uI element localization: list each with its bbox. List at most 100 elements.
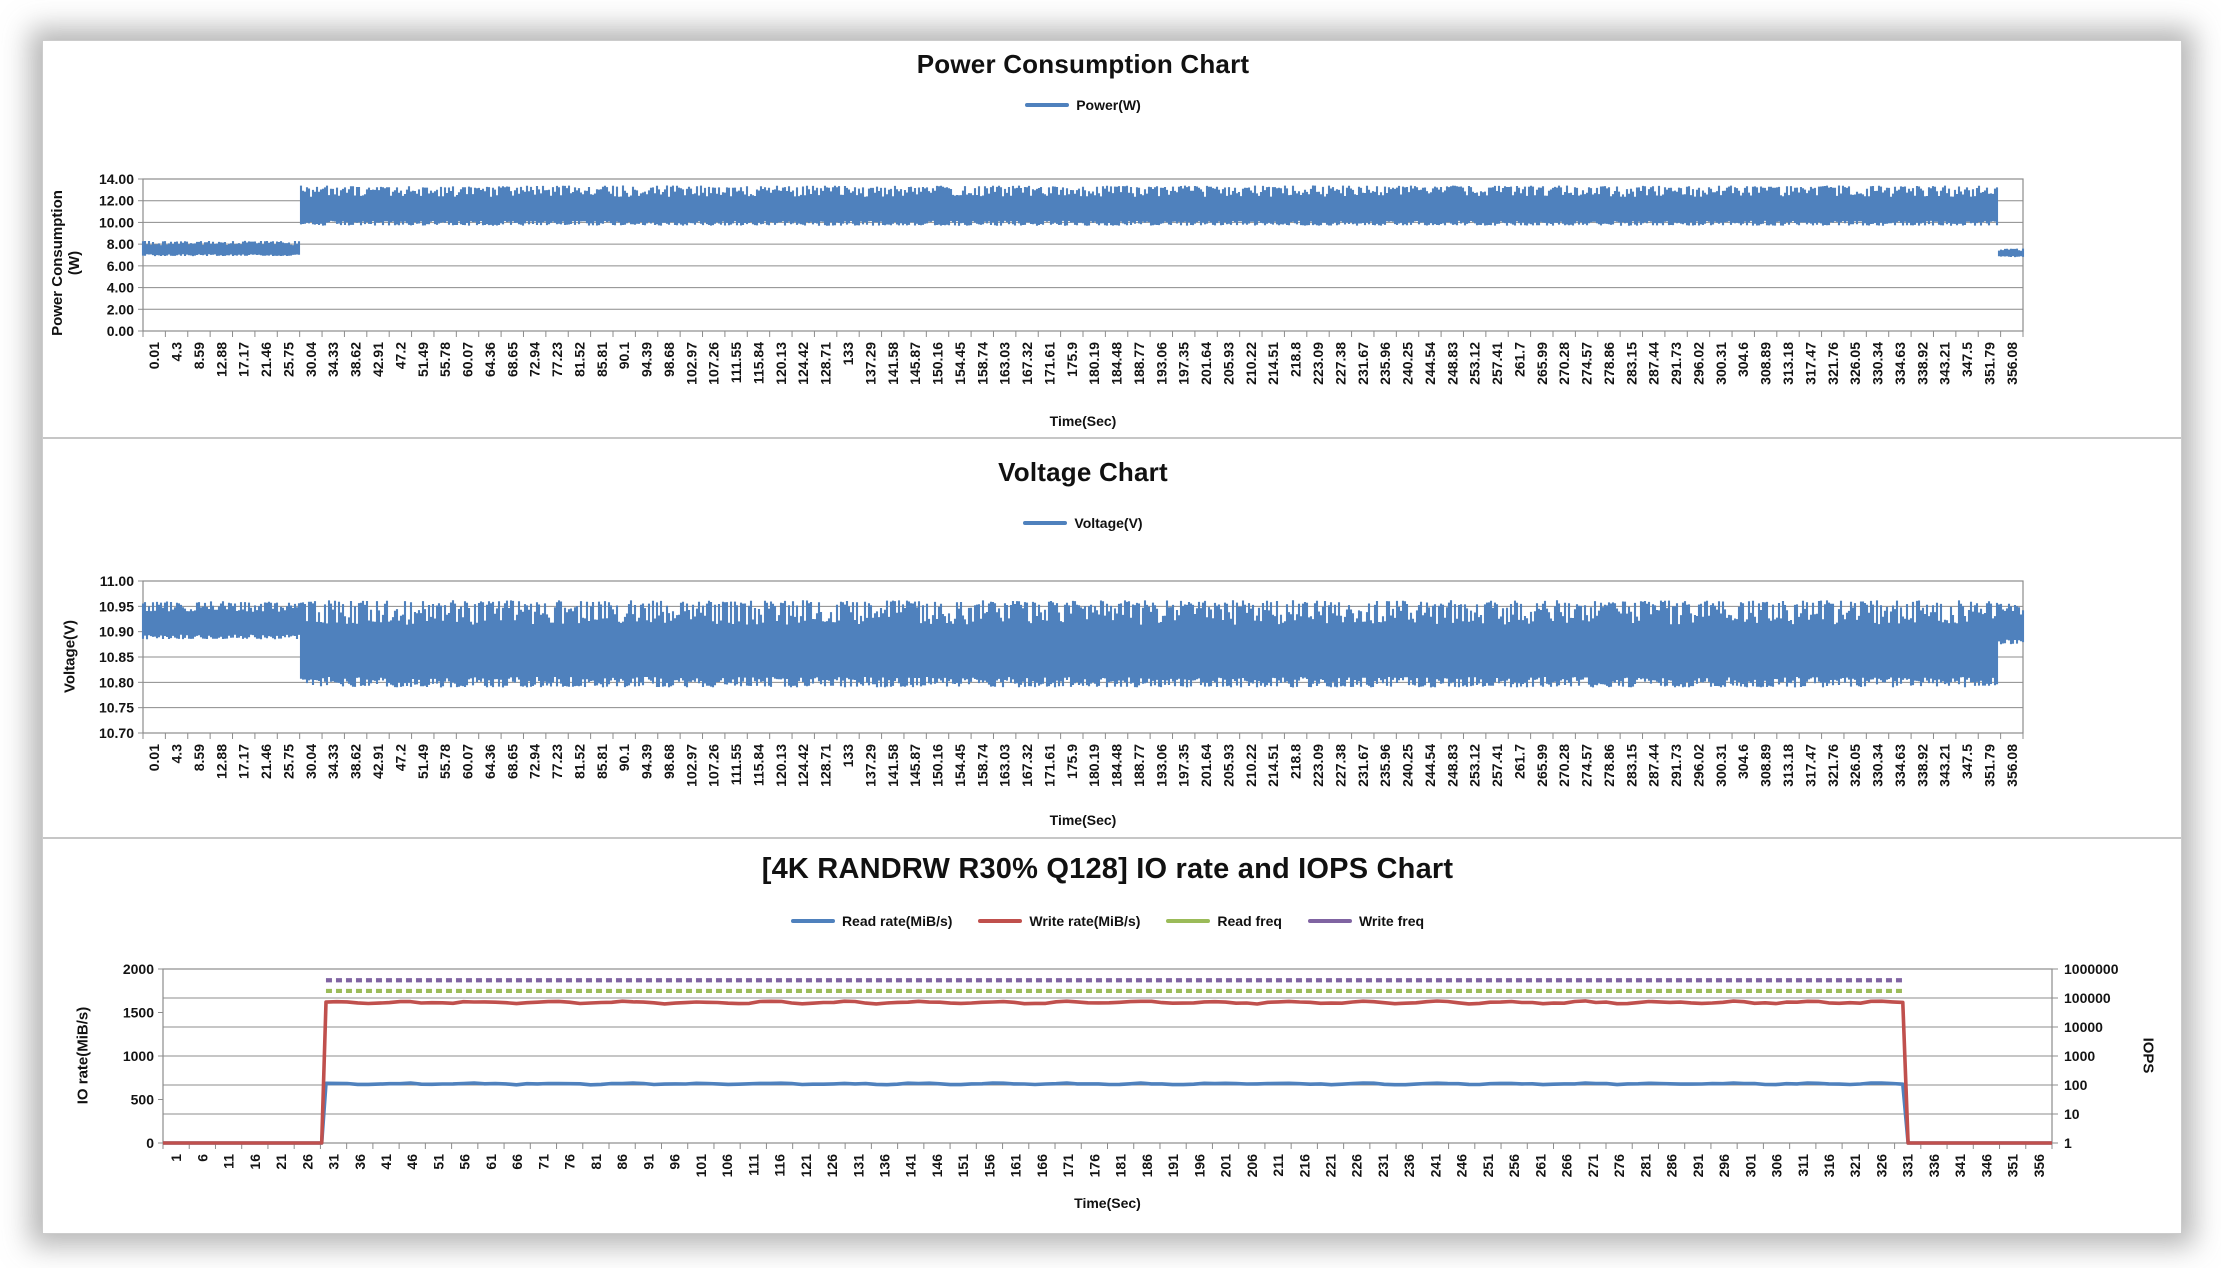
svg-text:10.90: 10.90 (99, 624, 134, 640)
svg-text:287.44: 287.44 (1646, 744, 1662, 787)
svg-text:136: 136 (876, 1154, 892, 1178)
svg-text:85.81: 85.81 (594, 342, 610, 377)
svg-text:216: 216 (1296, 1154, 1312, 1178)
svg-text:102.97: 102.97 (683, 744, 699, 787)
svg-text:90.1: 90.1 (616, 744, 632, 771)
svg-text:25.75: 25.75 (280, 342, 296, 377)
power-series-label: Power(W) (1076, 97, 1141, 113)
svg-text:107.26: 107.26 (706, 744, 722, 787)
svg-text:55.78: 55.78 (437, 744, 453, 779)
svg-text:311: 311 (1795, 1154, 1811, 1177)
svg-text:128.71: 128.71 (818, 342, 834, 385)
svg-text:47.2: 47.2 (392, 744, 408, 771)
svg-text:343.21: 343.21 (1937, 744, 1953, 787)
svg-text:6.00: 6.00 (107, 258, 134, 274)
svg-text:10000: 10000 (2064, 1019, 2103, 1035)
svg-text:11: 11 (221, 1154, 237, 1169)
svg-text:193.06: 193.06 (1153, 744, 1169, 787)
svg-text:115.84: 115.84 (750, 342, 766, 384)
svg-text:308.89: 308.89 (1758, 342, 1774, 385)
io-chart-canvas: 0 500 1000 1500 2000 1 10 100 1000 10000 100000 100… (123, 961, 2119, 1178)
svg-text:150.16: 150.16 (930, 744, 946, 787)
svg-text:0.01: 0.01 (146, 744, 162, 771)
svg-text:321.76: 321.76 (1825, 342, 1841, 385)
svg-text:85.81: 85.81 (594, 744, 610, 779)
svg-text:1000: 1000 (123, 1048, 154, 1064)
svg-text:1000000: 1000000 (2064, 961, 2119, 977)
svg-text:214.51: 214.51 (1265, 342, 1281, 385)
svg-text:163.03: 163.03 (997, 342, 1013, 385)
svg-text:300.31: 300.31 (1713, 744, 1729, 787)
svg-text:10.70: 10.70 (99, 725, 134, 741)
svg-text:304.6: 304.6 (1735, 342, 1751, 377)
svg-text:331: 331 (1900, 1154, 1916, 1178)
svg-text:10.00: 10.00 (99, 214, 134, 230)
svg-text:21: 21 (273, 1154, 289, 1170)
svg-text:270.28: 270.28 (1556, 744, 1572, 787)
svg-text:4.00: 4.00 (107, 280, 134, 296)
svg-text:246: 246 (1454, 1154, 1470, 1178)
io-x-axis-title: Time(Sec) (1074, 1195, 1141, 1211)
svg-text:25.75: 25.75 (280, 744, 296, 779)
svg-text:356.08: 356.08 (2004, 744, 2020, 787)
svg-text:107.26: 107.26 (706, 342, 722, 385)
svg-text:4.3: 4.3 (169, 744, 185, 764)
svg-text:102.97: 102.97 (683, 342, 699, 385)
svg-text:265.99: 265.99 (1534, 342, 1550, 385)
svg-text:34.33: 34.33 (325, 342, 341, 377)
svg-text:111: 111 (745, 1154, 761, 1176)
svg-text:133: 133 (840, 342, 856, 366)
svg-text:351.79: 351.79 (1981, 342, 1997, 385)
read-rate-series-marker (790, 919, 835, 923)
power-chart-panel: Power Consumption Chart Power(W) Power C… (43, 41, 2181, 437)
svg-text:167.32: 167.32 (1019, 744, 1035, 787)
svg-text:133: 133 (840, 744, 856, 768)
svg-text:10.80: 10.80 (99, 674, 134, 690)
svg-text:308.89: 308.89 (1758, 744, 1774, 787)
svg-text:341: 341 (1952, 1154, 1968, 1178)
svg-text:196: 196 (1191, 1154, 1207, 1178)
svg-text:141.58: 141.58 (885, 342, 901, 385)
svg-text:81.52: 81.52 (571, 744, 587, 779)
svg-text:356.08: 356.08 (2004, 342, 2020, 385)
svg-text:271: 271 (1585, 1154, 1601, 1178)
svg-text:0: 0 (146, 1135, 154, 1151)
svg-text:21.46: 21.46 (258, 342, 274, 377)
svg-text:56: 56 (457, 1154, 473, 1170)
svg-text:26: 26 (299, 1154, 315, 1170)
svg-text:274.57: 274.57 (1579, 342, 1595, 385)
svg-text:334.63: 334.63 (1892, 744, 1908, 787)
svg-text:184.48: 184.48 (1109, 744, 1125, 787)
svg-text:244.54: 244.54 (1422, 744, 1438, 787)
svg-text:218.8: 218.8 (1288, 342, 1304, 377)
svg-text:71: 71 (535, 1154, 551, 1170)
svg-text:321: 321 (1847, 1154, 1863, 1178)
legend-item-read-rate: Read rate(MiB/s) (790, 913, 952, 929)
voltage-series-label: Voltage(V) (1074, 515, 1143, 531)
svg-text:274.57: 274.57 (1579, 744, 1595, 787)
svg-text:330.34: 330.34 (1870, 342, 1886, 385)
svg-text:94.39: 94.39 (639, 342, 655, 377)
power-chart-canvas: 14.00 12.00 10.00 8.00 6.00 4.00 2.00 0.00 0.01 4… (99, 171, 2025, 385)
svg-text:77.23: 77.23 (549, 744, 565, 779)
svg-text:106: 106 (719, 1154, 735, 1178)
svg-text:124.42: 124.42 (795, 744, 811, 787)
power-series-marker (1025, 103, 1070, 107)
svg-text:231.67: 231.67 (1355, 342, 1371, 385)
svg-text:296: 296 (1716, 1154, 1732, 1178)
svg-text:4.3: 4.3 (169, 342, 185, 362)
legend-item-voltage: Voltage(V) (1023, 515, 1143, 531)
svg-text:214.51: 214.51 (1265, 744, 1281, 787)
svg-text:47.2: 47.2 (392, 342, 408, 369)
svg-text:31: 31 (326, 1154, 342, 1170)
svg-text:91: 91 (640, 1154, 656, 1170)
read-freq-series-label: Read freq (1217, 913, 1282, 929)
svg-text:94.39: 94.39 (639, 744, 655, 779)
svg-text:42.91: 42.91 (370, 744, 386, 779)
svg-text:306: 306 (1769, 1154, 1785, 1178)
svg-text:10.75: 10.75 (99, 700, 134, 716)
svg-text:171.61: 171.61 (1041, 342, 1057, 385)
svg-text:301: 301 (1742, 1154, 1758, 1178)
svg-text:326.05: 326.05 (1847, 744, 1863, 787)
svg-text:145.87: 145.87 (907, 342, 923, 385)
